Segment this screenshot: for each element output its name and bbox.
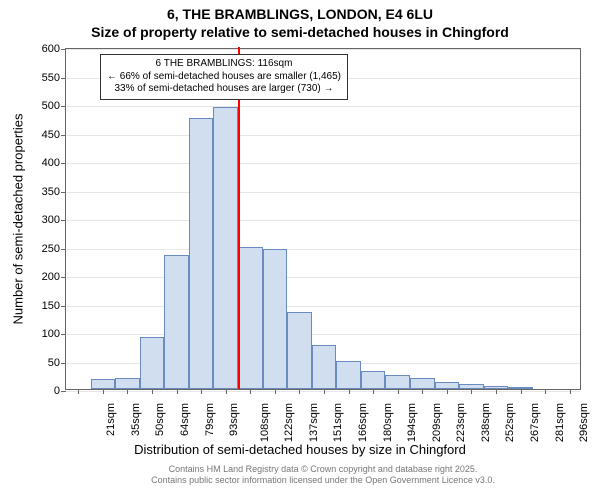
xtick-mark <box>398 389 399 394</box>
histogram-bar <box>213 107 238 389</box>
xtick-mark <box>226 389 227 394</box>
histogram-bar <box>238 247 263 390</box>
ytick-label: 450 <box>42 129 66 141</box>
footnote-line-1: Contains HM Land Registry data © Crown c… <box>65 464 581 475</box>
gridline-h <box>66 220 580 221</box>
xtick-mark <box>275 389 276 394</box>
xtick-label: 64sqm <box>179 403 191 436</box>
ytick-label: 500 <box>42 100 66 112</box>
chart-title-line2: Size of property relative to semi-detach… <box>0 24 600 40</box>
histogram-bar <box>287 312 312 389</box>
xtick-label: 79sqm <box>204 403 216 436</box>
xtick-label: 267sqm <box>529 403 541 442</box>
xtick-mark <box>349 389 350 394</box>
histogram-bar <box>336 361 361 390</box>
histogram-bar <box>312 345 337 389</box>
annotation-line: ← 66% of semi-detached houses are smalle… <box>107 71 341 84</box>
gridline-h <box>66 163 580 164</box>
xtick-mark <box>496 389 497 394</box>
histogram-bar <box>361 371 386 389</box>
xtick-mark <box>78 389 79 394</box>
xtick-label: 21sqm <box>105 403 117 436</box>
gridline-h <box>66 106 580 107</box>
xtick-label: 151sqm <box>333 403 345 442</box>
gridline-h <box>66 334 580 335</box>
xtick-label: 35sqm <box>130 403 142 436</box>
xtick-mark <box>447 389 448 394</box>
xtick-mark <box>299 389 300 394</box>
xtick-label: 50sqm <box>154 403 166 436</box>
annotation-box: 6 THE BRAMBLINGS: 116sqm← 66% of semi-de… <box>100 54 348 100</box>
xtick-label: 281sqm <box>554 403 566 442</box>
gridline-h <box>66 249 580 250</box>
ytick-label: 300 <box>42 214 66 226</box>
gridline-h <box>66 277 580 278</box>
ytick-label: 0 <box>54 385 66 397</box>
xtick-label: 108sqm <box>259 403 271 442</box>
xtick-mark <box>570 389 571 394</box>
xtick-label: 137sqm <box>308 403 320 442</box>
x-axis-label: Distribution of semi-detached houses by … <box>0 442 600 457</box>
xtick-label: 296sqm <box>578 403 590 442</box>
ytick-label: 400 <box>42 157 66 169</box>
annotation-line: 6 THE BRAMBLINGS: 116sqm <box>107 58 341 71</box>
xtick-mark <box>250 389 251 394</box>
xtick-mark <box>471 389 472 394</box>
xtick-mark <box>324 389 325 394</box>
xtick-label: 252sqm <box>505 403 517 442</box>
chart-title-line1: 6, THE BRAMBLINGS, LONDON, E4 6LU <box>0 6 600 22</box>
xtick-mark <box>127 389 128 394</box>
xtick-mark <box>521 389 522 394</box>
chart-container: 6, THE BRAMBLINGS, LONDON, E4 6LU Size o… <box>0 0 600 500</box>
xtick-label: 122sqm <box>283 403 295 442</box>
histogram-bar <box>140 337 165 389</box>
y-axis-label: Number of semi-detached properties <box>11 114 26 325</box>
ytick-label: 350 <box>42 186 66 198</box>
ytick-label: 600 <box>42 43 66 55</box>
gridline-h <box>66 306 580 307</box>
ytick-label: 100 <box>42 328 66 340</box>
histogram-bar <box>263 249 288 389</box>
gridline-h <box>66 391 580 392</box>
ytick-label: 250 <box>42 243 66 255</box>
xtick-label: 238sqm <box>480 403 492 442</box>
annotation-line: 33% of semi-detached houses are larger (… <box>107 83 341 96</box>
histogram-bar <box>91 379 116 389</box>
histogram-bar <box>410 378 435 389</box>
histogram-bar <box>385 375 410 389</box>
xtick-label: 209sqm <box>431 403 443 442</box>
xtick-label: 166sqm <box>357 403 369 442</box>
ytick-label: 50 <box>48 357 66 369</box>
histogram-bar <box>189 118 214 389</box>
ytick-label: 200 <box>42 271 66 283</box>
footnote-line-2: Contains public sector information licen… <box>65 475 581 486</box>
xtick-mark <box>177 389 178 394</box>
xtick-mark <box>373 389 374 394</box>
ytick-label: 150 <box>42 300 66 312</box>
xtick-mark <box>201 389 202 394</box>
xtick-mark <box>422 389 423 394</box>
histogram-bar <box>435 382 460 389</box>
gridline-h <box>66 49 580 50</box>
xtick-mark <box>152 389 153 394</box>
histogram-bar <box>115 378 140 389</box>
xtick-mark <box>545 389 546 394</box>
ytick-label: 550 <box>42 72 66 84</box>
histogram-bar <box>164 255 189 389</box>
gridline-h <box>66 135 580 136</box>
xtick-mark <box>103 389 104 394</box>
gridline-h <box>66 192 580 193</box>
xtick-label: 180sqm <box>382 403 394 442</box>
xtick-label: 223sqm <box>455 403 467 442</box>
xtick-label: 194sqm <box>406 403 418 442</box>
footnote: Contains HM Land Registry data © Crown c… <box>65 464 581 486</box>
xtick-label: 93sqm <box>228 403 240 436</box>
